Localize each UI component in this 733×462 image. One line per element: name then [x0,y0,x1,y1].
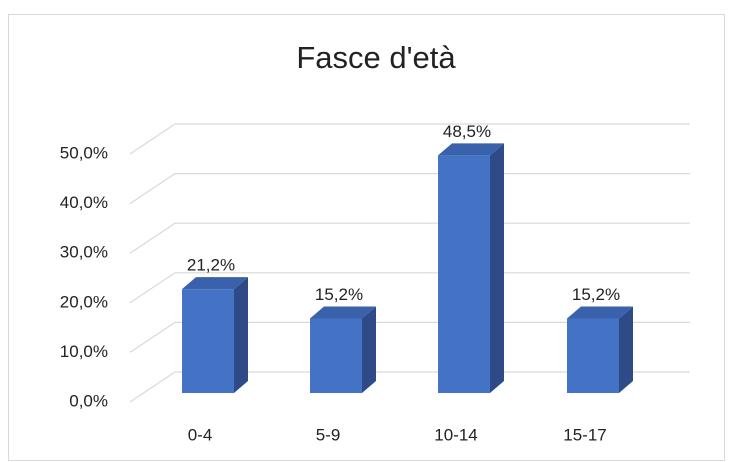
y-tick-label: 0,0% [69,391,108,410]
grid-line [129,173,690,205]
bar-top [438,143,504,156]
y-tick-label: 50,0% [60,143,108,162]
x-tick-label: 15-17 [563,425,606,444]
y-tick-label: 10,0% [60,342,108,361]
bar-side [490,143,504,393]
x-tick-label: 0-4 [188,425,213,444]
bar-front [438,155,490,393]
bar-top [182,277,248,290]
grid-line [129,272,690,304]
bar [438,143,504,393]
chart-frame [8,14,725,461]
bar-top [567,306,633,319]
data-label: 21,2% [187,256,235,275]
chart-title: Fasce d'età [296,40,456,75]
x-tick-label: 5-9 [316,425,341,444]
grid-line [129,123,690,155]
bar-side [619,306,633,393]
data-label: 15,2% [315,285,363,304]
grid-line [129,371,690,403]
bar [182,277,248,393]
grid-line [129,321,690,353]
y-tick-label: 40,0% [60,193,108,212]
x-tick-label: 10-14 [434,425,477,444]
y-tick-label: 30,0% [60,243,108,262]
data-label: 48,5% [443,122,491,141]
bar-front [182,289,234,393]
bar-side [234,277,248,393]
data-label: 15,2% [572,285,620,304]
bar-front [310,318,362,393]
y-tick-label: 20,0% [60,292,108,311]
grid-line [129,222,690,254]
bar [310,306,376,393]
bar-top [310,306,376,319]
bar-side [362,306,376,393]
bar [567,306,633,393]
bar-front [567,318,619,393]
